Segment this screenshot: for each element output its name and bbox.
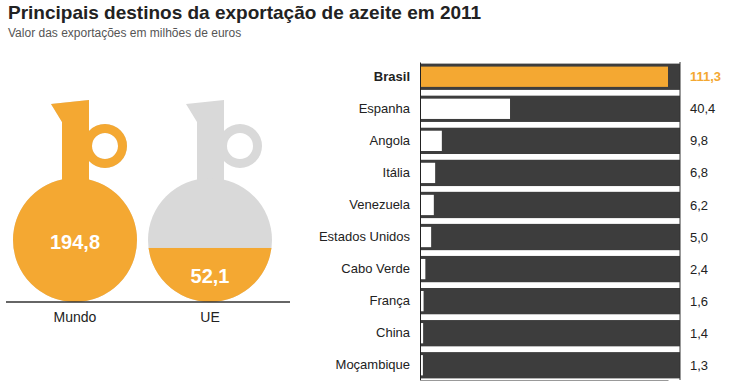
data-label: 5,0 [690, 230, 708, 245]
bar [420, 99, 510, 119]
category-label: Venezuela [349, 197, 410, 212]
category-label: Cabo Verde [341, 261, 410, 276]
bar [420, 195, 434, 215]
category-label: Estados Unidos [319, 229, 411, 244]
data-label: 1,4 [690, 326, 708, 341]
data-label: 52,1 [191, 265, 230, 287]
baseline [6, 301, 290, 303]
row-track [420, 224, 680, 250]
axis-line [420, 63, 421, 381]
bar [420, 131, 442, 151]
row-track [420, 128, 680, 154]
category-label: Brasil [374, 69, 410, 84]
tick: Brasil [374, 69, 420, 84]
axis-line [421, 380, 669, 381]
separator [680, 62, 681, 380]
tick: Moçambique [336, 357, 420, 372]
tick: França [370, 293, 420, 308]
row-track [420, 288, 680, 314]
tick: Cabo Verde [341, 261, 420, 276]
row-tracks [420, 64, 680, 379]
row-track [420, 64, 680, 90]
tick: Itália [383, 165, 420, 180]
category-label: França [370, 293, 411, 308]
data-label: 9,8 [690, 133, 708, 148]
data-label: 2,4 [690, 262, 708, 277]
jug-fill [140, 248, 280, 302]
title: Principais destinos da exportação de aze… [8, 2, 482, 23]
y-axis: Brasil Espanha Angola Itália Venezuela Estado… [319, 63, 421, 381]
tick: Angola [370, 133, 420, 148]
data-label: 111,3 [690, 69, 721, 84]
subtitle: Valor das exportações em milhões de euro… [8, 26, 241, 40]
tick: Estados Unidos [319, 229, 420, 244]
category-label: UE [200, 309, 219, 325]
tick: Espanha [359, 101, 420, 116]
data-label: 1,3 [690, 358, 708, 373]
tick: China [376, 325, 420, 340]
category-label: Espanha [359, 101, 411, 116]
jug-handle [218, 124, 262, 168]
row-track [420, 192, 680, 218]
jug-neck [186, 100, 224, 190]
category-label: Itália [383, 165, 411, 180]
row-track [420, 96, 680, 122]
jugs [5, 100, 280, 302]
jug [5, 100, 145, 302]
bars [420, 67, 668, 376]
row-track [420, 160, 680, 186]
category-label: Moçambique [336, 357, 410, 372]
jug-fill [5, 100, 145, 302]
data-label: 1,6 [690, 294, 708, 309]
category-label: China [376, 325, 411, 340]
tick: Venezuela [349, 197, 420, 212]
jug [140, 100, 280, 302]
category-label: Mundo [54, 309, 97, 325]
data-labels: 111,3 40,4 9,8 6,8 6,2 5,0 2,4 1,6 1,4 1,3 [690, 69, 721, 373]
bar [420, 163, 435, 183]
row-track [420, 256, 680, 282]
bar [420, 67, 668, 87]
data-label: 6,2 [690, 198, 708, 213]
x-axis [421, 380, 669, 381]
row-track [420, 320, 680, 346]
bar [420, 227, 431, 247]
data-label: 40,4 [690, 101, 715, 116]
row-track [420, 352, 680, 378]
data-label: 194,8 [50, 231, 100, 253]
chart: Principais destinos da exportação de aze… [0, 0, 740, 389]
data-label: 6,8 [690, 165, 708, 180]
category-label: Angola [370, 133, 411, 148]
